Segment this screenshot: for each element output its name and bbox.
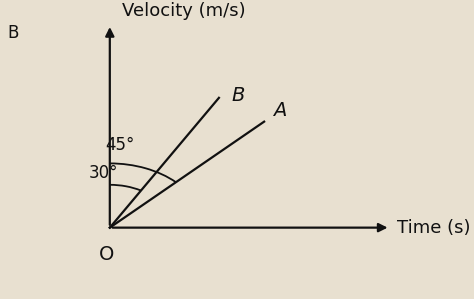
Text: 45°: 45° [106,136,135,154]
Text: Velocity (m/s): Velocity (m/s) [122,2,246,20]
Text: 30°: 30° [89,164,118,182]
Text: O: O [99,245,114,264]
Text: A: A [273,100,287,120]
Text: B: B [231,86,245,105]
Text: Time (s): Time (s) [397,219,470,237]
Text: B: B [7,24,18,42]
